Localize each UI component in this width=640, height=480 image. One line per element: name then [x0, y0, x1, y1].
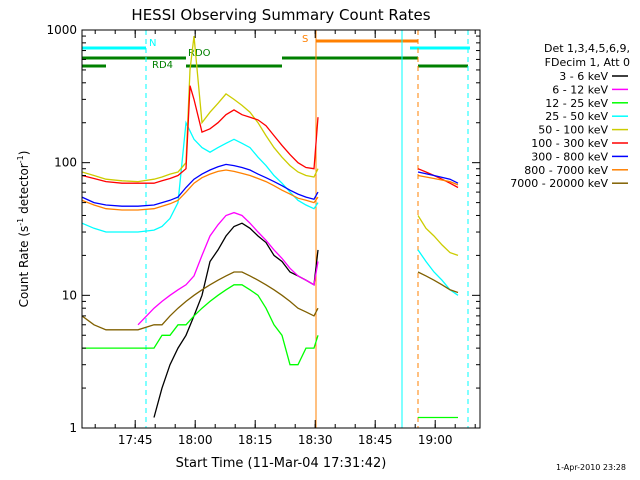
series-line-4 — [82, 36, 459, 257]
legend-label: 100 - 300 keV — [531, 137, 608, 150]
legend-label: 800 - 7000 keV — [524, 164, 608, 177]
legend-label: 50 - 100 keV — [538, 124, 608, 137]
y-tick-label: 1000 — [46, 23, 77, 37]
series-line-7 — [82, 169, 459, 211]
plot-frame — [81, 29, 481, 429]
y-tick-label: 100 — [54, 156, 77, 170]
x-tick-label: 17:45 — [118, 433, 153, 447]
series-line-0 — [153, 222, 319, 418]
series-line-6 — [82, 163, 459, 207]
legend-label: 7000 - 20000 keV — [510, 177, 608, 190]
legend-label: 12 - 25 keV — [545, 97, 608, 110]
x-axis-label: Start Time (11-Mar-04 17:31:42) — [176, 456, 387, 471]
series-line-8 — [82, 271, 459, 331]
x-tick-label: 18:00 — [178, 433, 213, 447]
legend-label: 3 - 6 keV — [559, 70, 608, 83]
x-tick-label: 18:15 — [238, 433, 273, 447]
y-tick-label: 1 — [69, 421, 77, 435]
annotation-rd4: RD4 — [152, 60, 173, 71]
series-line-5 — [82, 85, 459, 189]
legend-label: 25 - 50 keV — [545, 110, 608, 123]
series-line-2 — [82, 284, 458, 419]
legend-header-line: Det 1,3,4,5,6,9, — [544, 42, 630, 55]
chart-title: HESSI Observing Summary Count Rates — [131, 6, 430, 24]
footer-timestamp: 1-Apr-2010 23:28 — [556, 463, 626, 472]
legend-label: 6 - 12 keV — [552, 83, 608, 96]
x-tick-label: 18:45 — [358, 433, 393, 447]
legend-label: 300 - 800 keV — [531, 150, 608, 163]
series-line-1 — [137, 211, 319, 326]
annotation-s: S — [302, 34, 308, 45]
y-axis-label: Count Rate (s-1 detector-1) — [16, 151, 31, 308]
annotation-rdo: RDO — [188, 48, 211, 59]
x-tick-label: 18:30 — [298, 433, 333, 447]
legend-header-line: FDecim 1, Att 0 — [545, 56, 630, 69]
legend: Det 1,3,4,5,6,9,FDecim 1, Att 03 - 6 keV… — [510, 42, 630, 190]
y-tick-label: 10 — [62, 288, 77, 302]
x-tick-label: 19:00 — [418, 433, 453, 447]
annotation-n: N — [149, 38, 156, 49]
